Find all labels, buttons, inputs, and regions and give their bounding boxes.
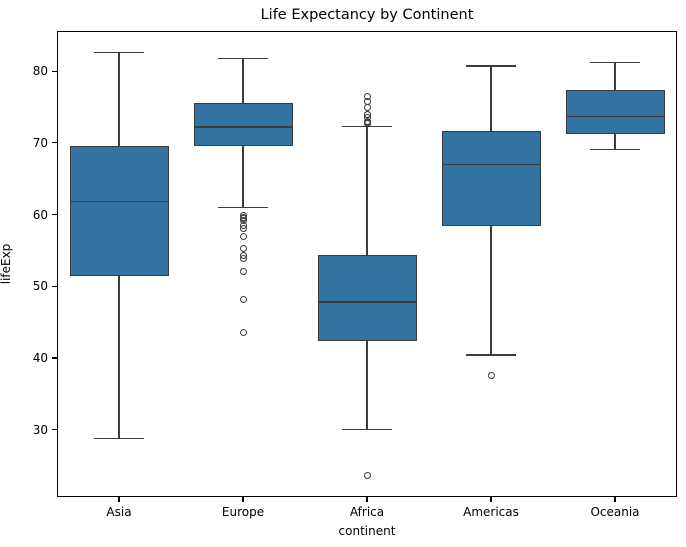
x-tick-mark (614, 497, 616, 502)
plot-area (57, 31, 677, 497)
x-tick-mark (366, 497, 368, 502)
x-tick-mark (490, 497, 492, 502)
y-tick-label: 30 (32, 422, 48, 437)
x-axis-label: continent (338, 524, 396, 538)
y-tick-label: 80 (32, 64, 48, 79)
x-tick-label: Asia (106, 505, 132, 519)
chart-title: Life Expectancy by Continent (260, 7, 474, 23)
x-tick-mark (118, 497, 120, 502)
x-tick-label: Oceania (590, 505, 640, 519)
y-tick-label: 60 (32, 207, 48, 222)
y-tick-label: 70 (32, 135, 48, 150)
x-tick-mark (242, 497, 244, 502)
x-tick-label: Europe (221, 505, 265, 519)
y-axis-label-text: lifeExp (0, 243, 13, 285)
x-tick-label: Africa (349, 505, 385, 519)
x-tick-label: Americas (463, 505, 519, 519)
y-tick-label: 40 (32, 350, 48, 365)
